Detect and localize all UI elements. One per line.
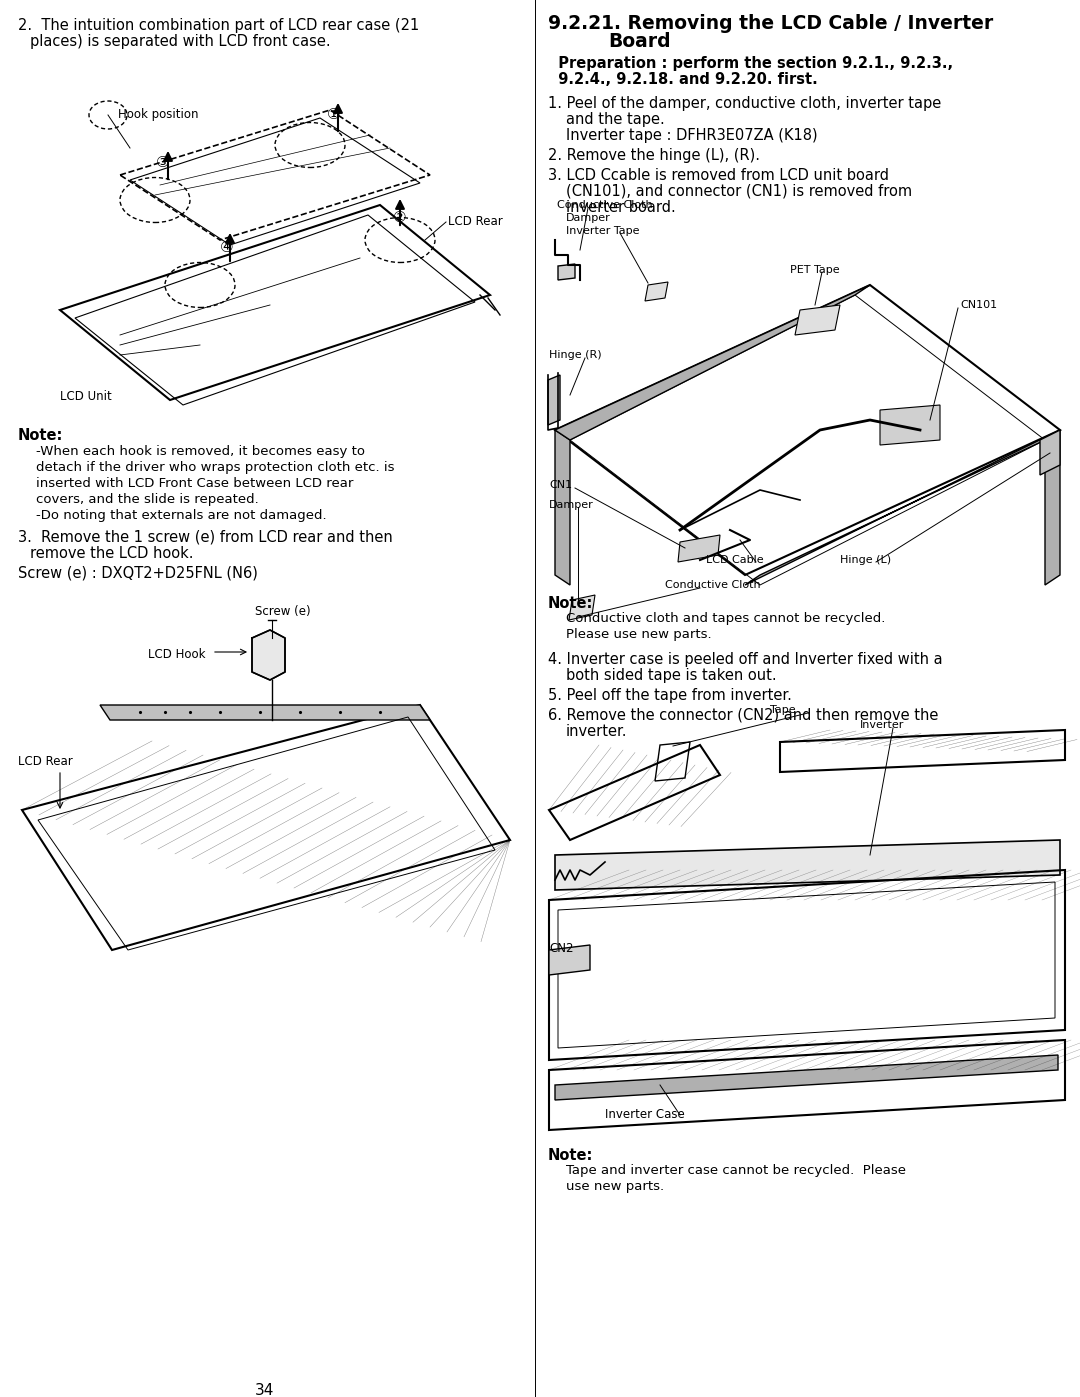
Text: 3.  Remove the 1 screw (e) from LCD rear and then: 3. Remove the 1 screw (e) from LCD rear … bbox=[18, 529, 393, 545]
Polygon shape bbox=[1045, 430, 1059, 585]
Text: and the tape.: and the tape. bbox=[566, 112, 665, 127]
Text: Inverter: Inverter bbox=[860, 719, 904, 731]
Text: Screw (e): Screw (e) bbox=[255, 605, 311, 617]
Polygon shape bbox=[555, 430, 570, 585]
Text: Conductive cloth and tapes cannot be recycled.: Conductive cloth and tapes cannot be rec… bbox=[566, 612, 886, 624]
Polygon shape bbox=[745, 430, 1059, 585]
Text: 4. Inverter case is peeled off and Inverter fixed with a: 4. Inverter case is peeled off and Inver… bbox=[548, 652, 943, 666]
Text: inverter.: inverter. bbox=[566, 724, 627, 739]
Text: Tape and inverter case cannot be recycled.  Please: Tape and inverter case cannot be recycle… bbox=[566, 1164, 906, 1178]
Text: CN101: CN101 bbox=[960, 300, 997, 310]
Text: Preparation : perform the section 9.2.1., 9.2.3.,: Preparation : perform the section 9.2.1.… bbox=[548, 56, 954, 71]
Polygon shape bbox=[555, 285, 870, 440]
Text: Please use new parts.: Please use new parts. bbox=[566, 629, 712, 641]
Text: Damper: Damper bbox=[549, 500, 594, 510]
Text: remove the LCD hook.: remove the LCD hook. bbox=[30, 546, 193, 562]
Text: 1. Peel of the damper, conductive cloth, inverter tape: 1. Peel of the damper, conductive cloth,… bbox=[548, 96, 942, 110]
Text: 5. Peel off the tape from inverter.: 5. Peel off the tape from inverter. bbox=[548, 687, 792, 703]
Polygon shape bbox=[880, 405, 940, 446]
Polygon shape bbox=[678, 535, 720, 562]
Text: Conductive Cloth: Conductive Cloth bbox=[665, 580, 760, 590]
Text: -When each hook is removed, it becomes easy to: -When each hook is removed, it becomes e… bbox=[36, 446, 365, 458]
Polygon shape bbox=[252, 630, 285, 680]
Text: 9.2.21. Removing the LCD Cable / Inverter: 9.2.21. Removing the LCD Cable / Inverte… bbox=[548, 14, 994, 34]
Polygon shape bbox=[555, 1055, 1058, 1099]
Polygon shape bbox=[549, 944, 590, 975]
Text: inserted with LCD Front Case between LCD rear: inserted with LCD Front Case between LCD… bbox=[36, 476, 353, 490]
Text: Tape: Tape bbox=[770, 705, 796, 715]
Text: Note:: Note: bbox=[548, 1148, 593, 1162]
Text: Note:: Note: bbox=[548, 597, 593, 610]
Text: use new parts.: use new parts. bbox=[566, 1180, 664, 1193]
Polygon shape bbox=[548, 374, 561, 425]
Polygon shape bbox=[100, 705, 430, 719]
Text: Note:: Note: bbox=[18, 427, 64, 443]
Text: 2.  The intuition combination part of LCD rear case (21: 2. The intuition combination part of LCD… bbox=[18, 18, 419, 34]
Polygon shape bbox=[645, 282, 669, 300]
Text: LCD Unit: LCD Unit bbox=[60, 390, 111, 402]
Polygon shape bbox=[1040, 430, 1059, 475]
Text: ③: ③ bbox=[157, 155, 170, 170]
Text: Inverter tape : DFHR3E07ZA (K18): Inverter tape : DFHR3E07ZA (K18) bbox=[566, 129, 818, 142]
Text: LCD Cable: LCD Cable bbox=[706, 555, 764, 564]
Text: detach if the driver who wraps protection cloth etc. is: detach if the driver who wraps protectio… bbox=[36, 461, 394, 474]
Text: (CN101), and connector (CN1) is removed from: (CN101), and connector (CN1) is removed … bbox=[566, 184, 913, 198]
Text: Hinge (L): Hinge (L) bbox=[840, 555, 891, 564]
Text: 6. Remove the connector (CN2) and then remove the: 6. Remove the connector (CN2) and then r… bbox=[548, 708, 939, 724]
Polygon shape bbox=[558, 264, 575, 279]
Polygon shape bbox=[569, 595, 595, 620]
Text: Hinge (R): Hinge (R) bbox=[549, 351, 602, 360]
Text: PET Tape: PET Tape bbox=[789, 265, 839, 275]
Text: Inverter Case: Inverter Case bbox=[605, 1108, 685, 1120]
Text: places) is separated with LCD front case.: places) is separated with LCD front case… bbox=[30, 34, 330, 49]
Text: ④: ④ bbox=[220, 240, 233, 256]
Text: 34: 34 bbox=[255, 1383, 274, 1397]
Text: ①: ① bbox=[327, 108, 341, 122]
Text: Damper: Damper bbox=[566, 212, 611, 224]
Text: ②: ② bbox=[393, 210, 407, 225]
Text: Screw (e) : DXQT2+D25FNL (N6): Screw (e) : DXQT2+D25FNL (N6) bbox=[18, 566, 258, 581]
Text: -Do noting that externals are not damaged.: -Do noting that externals are not damage… bbox=[36, 509, 326, 522]
Text: covers, and the slide is repeated.: covers, and the slide is repeated. bbox=[36, 493, 259, 506]
Text: LCD Hook: LCD Hook bbox=[148, 648, 205, 661]
Text: Hook position: Hook position bbox=[118, 108, 199, 122]
Text: both sided tape is taken out.: both sided tape is taken out. bbox=[566, 668, 777, 683]
Polygon shape bbox=[555, 840, 1059, 890]
Polygon shape bbox=[795, 305, 840, 335]
Text: Board: Board bbox=[608, 32, 671, 52]
Text: LCD Rear: LCD Rear bbox=[448, 215, 503, 228]
Text: Conductive Cloth: Conductive Cloth bbox=[557, 200, 652, 210]
Text: 2. Remove the hinge (L), (R).: 2. Remove the hinge (L), (R). bbox=[548, 148, 760, 163]
Text: CN1: CN1 bbox=[549, 481, 572, 490]
Text: 3. LCD Ccable is removed from LCD unit board: 3. LCD Ccable is removed from LCD unit b… bbox=[548, 168, 889, 183]
Text: LCD Rear: LCD Rear bbox=[18, 754, 72, 768]
Text: Inverter Tape: Inverter Tape bbox=[566, 226, 639, 236]
Text: CN2: CN2 bbox=[549, 942, 573, 956]
Text: inverter board.: inverter board. bbox=[566, 200, 676, 215]
Text: 9.2.4., 9.2.18. and 9.2.20. first.: 9.2.4., 9.2.18. and 9.2.20. first. bbox=[548, 73, 818, 87]
